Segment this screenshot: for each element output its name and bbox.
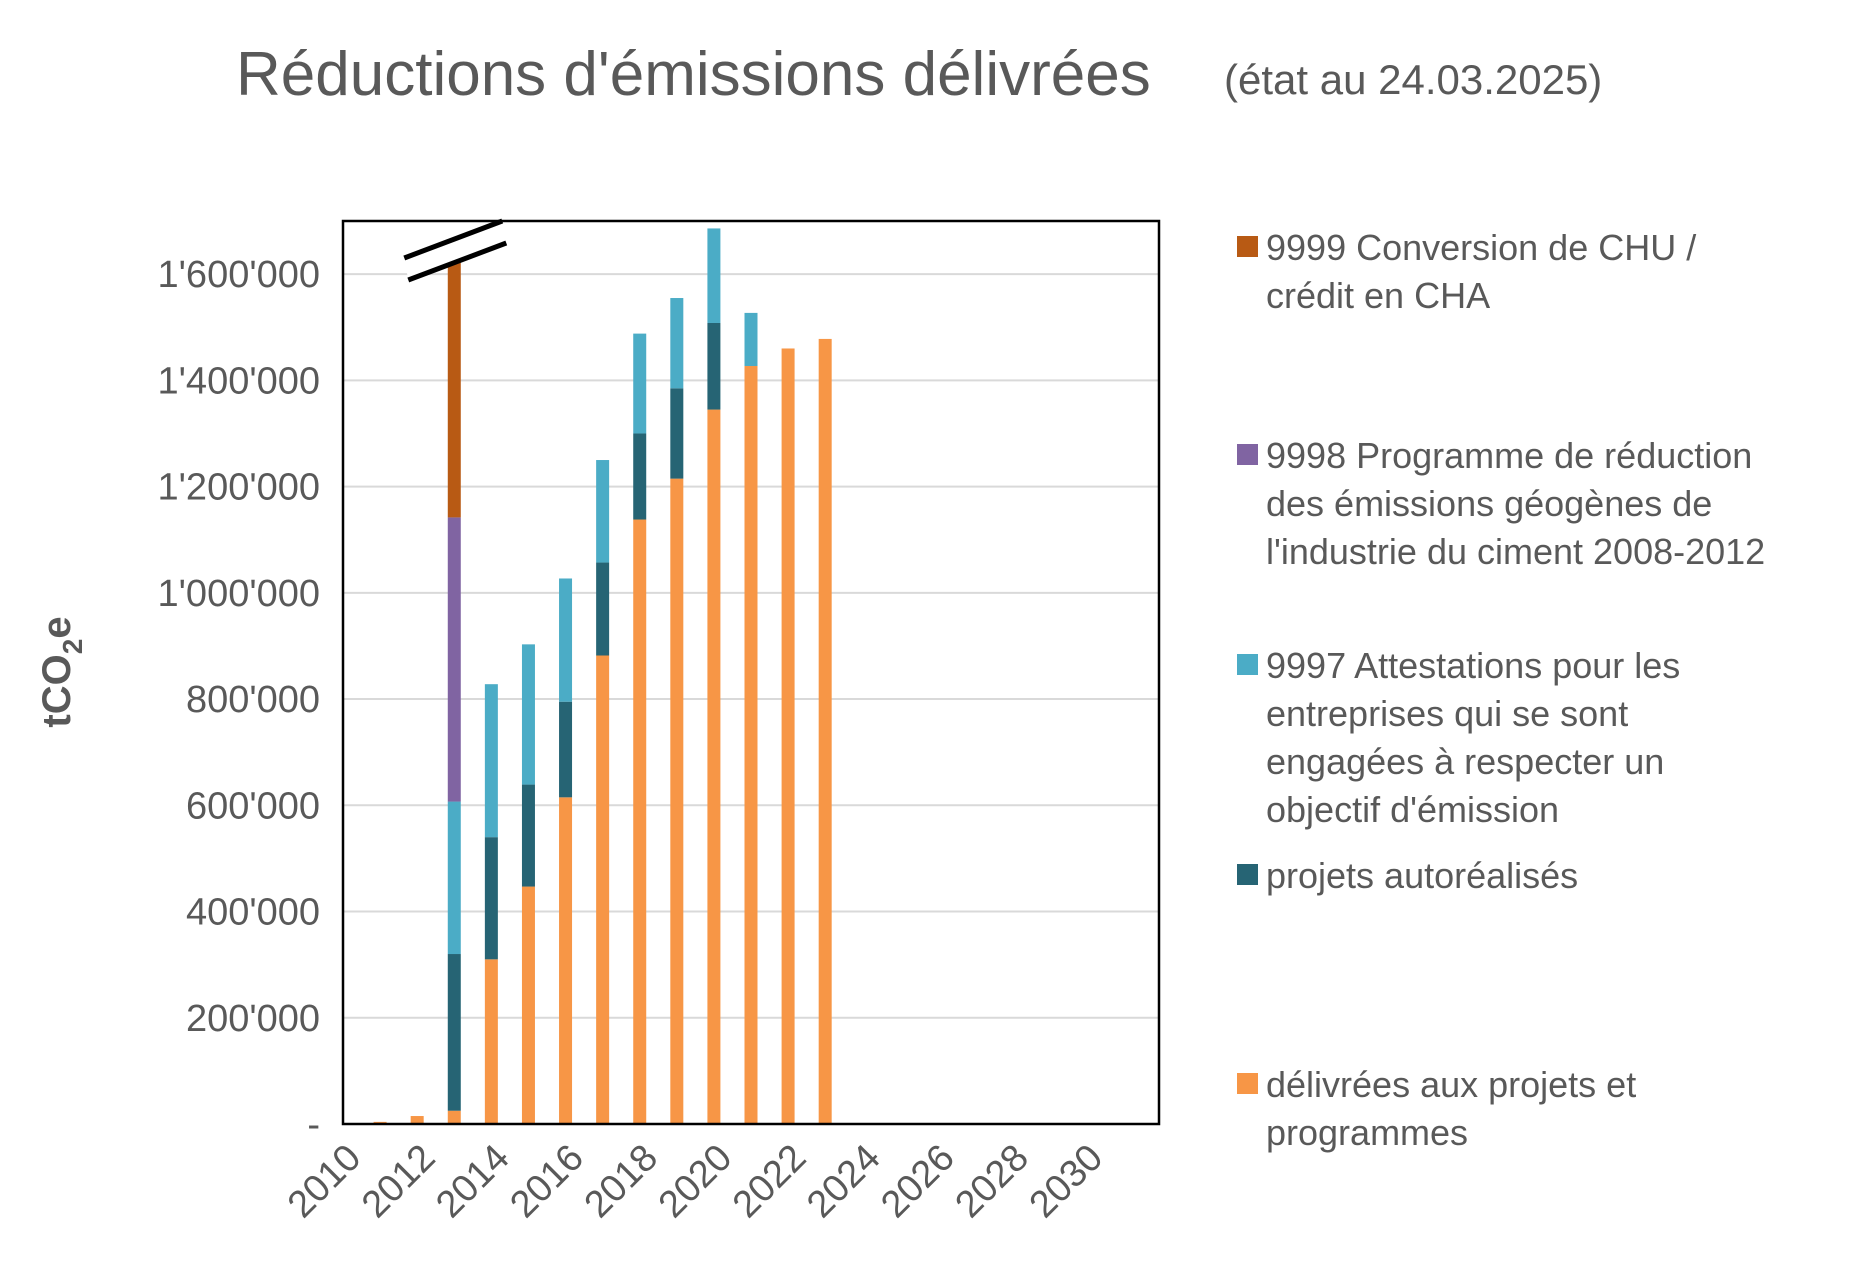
bar-2019-series-1 [670,388,684,479]
x-tick-label-9: 2028 [948,1137,1037,1226]
bar-2015-series-0 [521,886,535,1124]
bar-2019-series-0 [670,478,684,1124]
bar-2013-series-0 [447,1110,461,1124]
bar-2016-series-0 [559,797,573,1124]
legend-label-1-line-1: des émissions géogènes de [1266,483,1712,524]
legend-label-2-line-2: engagées à respecter un [1266,741,1664,782]
axis-break-line-1 [403,218,504,261]
legend-swatch-1 [1237,444,1258,465]
y-tick-label-3: 600'000 [186,785,320,827]
bar-2023-series-0 [818,338,832,1125]
bar-2013-series-2 [447,801,461,955]
y-tick-labels: - 200'000 400'000 600'000 800'000 1'000'000 1'… [158,254,320,1146]
legend-swatch-3 [1237,864,1258,885]
y-tick-label-5: 1'000'000 [158,573,320,615]
legend-label-4-line-0: délivrées aux projets et [1266,1064,1636,1105]
axis-break-line-2 [407,240,508,283]
bar-2013-series-4 [447,262,461,518]
bar-2017-series-0 [596,655,610,1124]
y-tick-label-6: 1'200'000 [158,467,320,509]
x-tick-label-2: 2014 [428,1137,517,1226]
legend: 9999 Conversion de CHU / crédit en CHA 999… [1237,227,1765,1153]
plot-area-border [341,219,1161,1126]
bar-2020-series-2 [707,228,721,323]
bar-2015-series-2 [521,644,535,785]
legend-label-0-line-0: 9999 Conversion de CHU / [1266,227,1696,268]
legend-swatch-4 [1237,1073,1258,1094]
legend-label-2-line-0: 9997 Attestations pour les [1266,645,1680,686]
y-tick-label-8: 1'600'000 [158,254,320,296]
chart-subtitle: (état au 24.03.2025) [1224,56,1602,103]
x-tick-label-8: 2026 [873,1137,962,1226]
y-tick-label-7: 1'400'000 [158,360,320,402]
legend-swatch-0 [1237,236,1258,257]
axis-break-gap [404,221,507,280]
legend-label-4-line-1: programmes [1266,1112,1468,1153]
axis-break-marker [403,218,508,283]
x-tick-label-0: 2010 [280,1137,369,1226]
bar-2014-series-2 [484,684,498,838]
bar-2021-series-0 [744,366,758,1124]
bar-2015-series-1 [521,784,535,887]
y-tick-label-2: 400'000 [186,892,320,934]
chart-title: Réductions d'émissions délivrées [236,40,1151,109]
bar-2018-series-0 [633,519,647,1124]
y-tick-label-4: 800'000 [186,679,320,721]
bar-2020-series-0 [707,409,721,1125]
legend-label-2-line-1: entreprises qui se sont [1266,693,1628,734]
bar-2018-series-2 [633,333,647,434]
legend-label-1-line-0: 9998 Programme de réduction [1266,435,1752,476]
bar-2013-series-3 [447,517,461,802]
bar-2021-series-2 [744,312,758,367]
bar-2012-series-0 [410,1116,424,1124]
bar-2019-series-2 [670,298,684,389]
x-tick-labels: 2010201220142016201820202022202420262028… [280,1137,1111,1226]
y-axis-label: tCO2e [35,616,88,727]
x-tick-label-4: 2018 [577,1137,666,1226]
x-tick-label-1: 2012 [354,1137,443,1226]
x-tick-label-5: 2020 [651,1137,740,1226]
x-tick-label-3: 2016 [502,1137,591,1226]
bars [373,228,832,1125]
legend-label-0-line-1: crédit en CHA [1266,275,1490,316]
legend-label-2-line-3: objectif d'émission [1266,789,1559,830]
bar-2013-series-1 [447,954,461,1111]
bar-2017-series-2 [596,460,610,563]
y-tick-label-0: - [307,1104,320,1146]
bar-2020-series-1 [707,322,721,410]
legend-label-1-line-2: l'industrie du ciment 2008-2012 [1266,531,1765,572]
bar-2014-series-0 [484,959,498,1124]
x-tick-label-6: 2022 [725,1137,814,1226]
bar-2017-series-1 [596,562,610,656]
y-tick-label-1: 200'000 [186,998,320,1040]
bar-2022-series-0 [781,348,795,1124]
x-tick-label-10: 2030 [1022,1137,1111,1226]
bar-2016-series-2 [559,578,573,702]
x-tick-label-7: 2024 [799,1137,888,1226]
legend-swatch-2 [1237,654,1258,675]
bar-2014-series-1 [484,837,498,960]
bar-2016-series-1 [559,701,573,798]
bar-2018-series-1 [633,433,647,520]
legend-label-3-line-0: projets autoréalisés [1266,855,1578,896]
